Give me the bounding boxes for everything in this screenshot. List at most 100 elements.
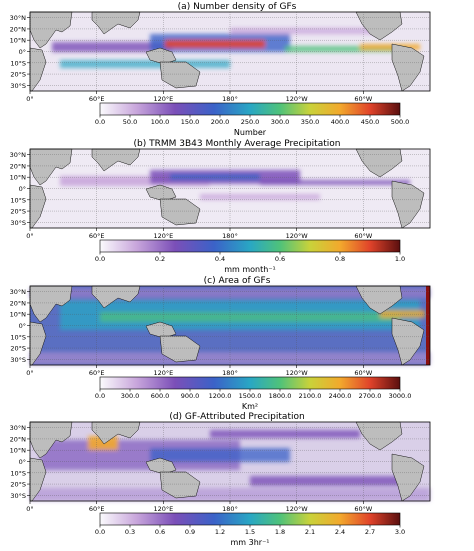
colorbar-tick-label: 0.0 bbox=[95, 118, 105, 126]
panel-d-title: (d) GF-Attributed Precipitation bbox=[169, 412, 304, 422]
lat-tick-label: 10°N bbox=[10, 447, 27, 455]
lat-tick-label: 30°N bbox=[10, 424, 27, 432]
south-america-d bbox=[391, 453, 425, 502]
colorbar-tick-label: 2100.0 bbox=[299, 392, 322, 400]
panel-d: (d) GF-Attributed Precipitation bbox=[10, 412, 431, 547]
band-itcz-a bbox=[285, 46, 405, 52]
continents-b bbox=[29, 148, 425, 229]
colorbar-tick-label: 3.0 bbox=[395, 528, 405, 536]
africa-north-a bbox=[29, 11, 73, 49]
colorbar-tick-label: 1.8 bbox=[275, 528, 285, 536]
lon-tick-label: 60°W bbox=[354, 369, 373, 377]
africa-north-b bbox=[29, 148, 73, 186]
lon-tick-label: 0° bbox=[26, 232, 33, 240]
band-core-a bbox=[165, 40, 265, 48]
band-core-c bbox=[100, 312, 400, 322]
lat-tick-label: 0° bbox=[19, 458, 26, 466]
colorbar-c-gradient bbox=[99, 376, 401, 390]
lon-tick-label: 60°W bbox=[354, 505, 373, 513]
north-america-d bbox=[355, 421, 403, 451]
band-north-d bbox=[210, 430, 360, 438]
colorbar-tick-label: 350.0 bbox=[301, 118, 320, 126]
lon-tick-label: 180° bbox=[222, 505, 238, 513]
band-warmpool-d bbox=[150, 448, 290, 462]
colorbar-tick-label: 2.4 bbox=[335, 528, 345, 536]
lon-tick-label: 180° bbox=[222, 369, 238, 377]
colorbar-tick-label: 0.0 bbox=[95, 528, 105, 536]
lat-tick-label: 20°N bbox=[10, 299, 27, 307]
lon-tick-label: 180° bbox=[222, 95, 238, 103]
colorbar-tick-label: 1200.0 bbox=[209, 392, 232, 400]
colorbar-tick-label: 0.8 bbox=[335, 255, 345, 263]
map-a-field bbox=[52, 28, 420, 68]
colorbar-tick-label: 0.4 bbox=[215, 255, 225, 263]
lon-tick-label: 0° bbox=[26, 95, 33, 103]
lon-tick-label: 120°E bbox=[153, 369, 173, 377]
indonesia-d bbox=[145, 457, 177, 475]
band-indian-b bbox=[60, 176, 210, 186]
lat-tick-label: 10°N bbox=[10, 311, 27, 319]
lat-tick-label: 20°S bbox=[10, 481, 26, 489]
colorbar-b: 0.0 0.2 0.4 0.6 0.8 1.0 mm month⁻¹ bbox=[95, 239, 405, 274]
lon-tick-label: 120°E bbox=[153, 505, 173, 513]
colorbar-tick-label: 2.7 bbox=[365, 528, 375, 536]
band-core-b bbox=[170, 174, 260, 180]
colorbar-tick-label: 900.0 bbox=[181, 392, 200, 400]
colorbar-tick-label: 3000.0 bbox=[389, 392, 412, 400]
lon-tick-label: 60°E bbox=[89, 232, 105, 240]
colorbar-tick-label: 0.0 bbox=[95, 392, 105, 400]
lon-tick-label: 60°W bbox=[354, 232, 373, 240]
colorbar-d-gradient bbox=[99, 512, 401, 526]
colorbar-tick-label: 300.0 bbox=[121, 392, 140, 400]
lat-tick-label: 0° bbox=[19, 48, 26, 56]
lat-tick-label: 20°N bbox=[10, 162, 27, 170]
lat-tick-label: 10°S bbox=[10, 333, 26, 341]
indonesia-c bbox=[145, 321, 177, 339]
lon-tick-label: 0° bbox=[26, 505, 33, 513]
colorbar-tick-label: 100.0 bbox=[151, 118, 170, 126]
lat-tick-label: 30°S bbox=[10, 82, 26, 90]
colorbar-a-label: Number bbox=[234, 128, 267, 137]
colorbar-tick-label: 0.3 bbox=[125, 528, 135, 536]
colorbar-tick-label: 2.1 bbox=[305, 528, 315, 536]
colorbar-c-label: Km² bbox=[242, 402, 258, 411]
colorbar-tick-label: 50.0 bbox=[123, 118, 137, 126]
colorbar-tick-label: 0.6 bbox=[155, 528, 165, 536]
lat-tick-label: 10°N bbox=[10, 37, 27, 45]
lat-tick-label: 20°S bbox=[10, 71, 26, 79]
north-america-c bbox=[355, 285, 403, 315]
band-itcz-b bbox=[260, 180, 410, 185]
lon-tick-label: 0° bbox=[26, 369, 33, 377]
colorbar-tick-label: 0.2 bbox=[155, 255, 165, 263]
colorbar-tick-label: 1500.0 bbox=[239, 392, 262, 400]
south-america-b bbox=[391, 180, 425, 229]
colorbar-b-gradient bbox=[99, 239, 401, 253]
lon-tick-label: 120°E bbox=[153, 232, 173, 240]
panel-c: (c) Area of GFs 30°N20°N10°N0 bbox=[10, 276, 431, 411]
lat-tick-label: 0° bbox=[19, 185, 26, 193]
lat-tick-label: 30°S bbox=[10, 492, 26, 500]
map-d bbox=[29, 421, 431, 502]
colorbar-tick-label: 0.6 bbox=[275, 255, 285, 263]
lat-tick-label: 30°S bbox=[10, 356, 26, 364]
africa-north-d bbox=[29, 421, 73, 459]
lon-tick-label: 120°W bbox=[286, 369, 309, 377]
lat-tick-label: 20°S bbox=[10, 345, 26, 353]
colorbar-tick-label: 0.9 bbox=[185, 528, 195, 536]
colorbar-tick-label: 150.0 bbox=[181, 118, 200, 126]
colorbar-tick-label: 1.5 bbox=[245, 528, 255, 536]
lat-tick-label: 10°N bbox=[10, 174, 27, 182]
panel-b: (b) TRMM 3B43 Monthly Average Precipitat… bbox=[10, 139, 431, 274]
australia-d bbox=[159, 471, 201, 499]
colorbar-tick-label: 2700.0 bbox=[359, 392, 382, 400]
axes-c: 30°N20°N10°N0°10°S20°S30°S0° 60°E 120°E 180… bbox=[10, 286, 430, 377]
axes-b: 30°N20°N10°N0°10°S20°S30°S0° 60°E 120°E 180… bbox=[10, 149, 430, 240]
band-south-a bbox=[60, 60, 230, 68]
colorbar-tick-label: 200.0 bbox=[211, 118, 230, 126]
colorbar-tick-label: 250.0 bbox=[241, 118, 260, 126]
map-b-field bbox=[60, 170, 410, 200]
lon-tick-label: 60°W bbox=[354, 95, 373, 103]
continents-c bbox=[29, 285, 425, 366]
colorbar-b-label: mm month⁻¹ bbox=[224, 265, 276, 274]
